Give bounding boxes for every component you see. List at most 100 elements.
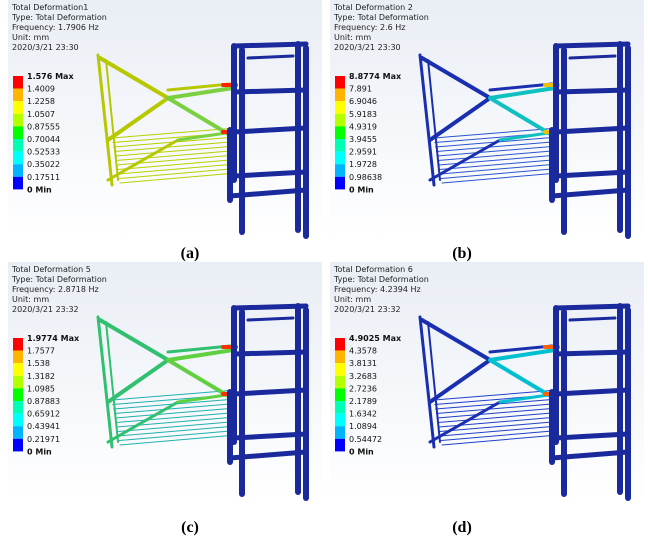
header-line: 2020/3/21 23:30: [12, 43, 79, 52]
panel-background: [8, 262, 322, 502]
legend-label: 1.576 Max: [27, 72, 74, 81]
legend-band: [13, 388, 23, 401]
header-line: Type: Total Deformation: [11, 275, 107, 284]
legend-label: 0 Min: [27, 185, 52, 194]
frame-beam: [248, 318, 293, 320]
legend-label: 4.3578: [349, 347, 377, 356]
legend-band: [335, 76, 345, 89]
legend-label: 4.9025 Max: [349, 334, 402, 343]
caption: (b): [452, 245, 472, 262]
legend-label: 1.9774 Max: [27, 334, 80, 343]
legend-band: [335, 126, 345, 139]
frame-beam: [234, 90, 306, 92]
legend-band: [13, 101, 23, 114]
header-line: Frequency: 2.8718 Hz: [12, 285, 99, 294]
legend-band: [13, 426, 23, 439]
legend-label: 0.35022: [27, 160, 60, 169]
header-line: 2020/3/21 23:30: [334, 43, 401, 52]
header-line: Unit: mm: [12, 33, 49, 42]
legend-label: 0.21971: [27, 435, 60, 444]
legend-band: [335, 426, 345, 439]
legend-label: 1.3182: [27, 372, 55, 381]
legend-band: [335, 152, 345, 165]
legend-band: [13, 164, 23, 177]
frame-beam: [570, 56, 615, 58]
panel-background: [8, 0, 322, 240]
legend-label: 0 Min: [349, 447, 374, 456]
header-line: Type: Total Deformation: [11, 13, 107, 22]
legend-label: 1.0985: [27, 384, 55, 393]
header-line: Frequency: 1.7906 Hz: [12, 23, 99, 32]
legend-label: 0.65912: [27, 410, 60, 419]
legend-label: 0.87555: [27, 122, 60, 131]
legend-band: [13, 177, 23, 190]
header-line: Type: Total Deformation: [333, 275, 429, 284]
legend-label: 0.87883: [27, 397, 60, 406]
legend-band: [335, 114, 345, 127]
legend-label: 6.9046: [349, 97, 377, 106]
legend-band: [335, 388, 345, 401]
legend-band: [335, 363, 345, 376]
legend-band: [335, 376, 345, 389]
legend-band: [13, 338, 23, 351]
legend-label: 0.70044: [27, 135, 60, 144]
legend-label: 5.9183: [349, 110, 377, 119]
legend-band: [335, 101, 345, 114]
legend-label: 3.9455: [349, 135, 377, 144]
frame-beam: [234, 44, 306, 46]
legend-band: [335, 439, 345, 452]
frame-beam: [234, 352, 306, 354]
legend-label: 2.9591: [349, 148, 377, 157]
panel: Total Deformation 5Type: Total Deformati…: [8, 262, 322, 502]
panel-background: [330, 0, 644, 240]
legend-band: [335, 351, 345, 364]
caption: (d): [452, 519, 472, 536]
legend-label: 0.52533: [27, 148, 60, 157]
frame-beam: [570, 318, 615, 320]
legend-label: 2.1789: [349, 397, 377, 406]
legend-label: 0.43941: [27, 422, 60, 431]
caption: (c): [181, 519, 199, 536]
legend-band: [13, 401, 23, 414]
legend-band: [335, 89, 345, 102]
legend-band: [13, 114, 23, 127]
legend-label: 1.0894: [349, 422, 377, 431]
header-line: Unit: mm: [334, 33, 371, 42]
legend-label: 1.4009: [27, 85, 55, 94]
legend-label: 0.98638: [349, 173, 382, 182]
legend-band: [335, 177, 345, 190]
legend-band: [13, 351, 23, 364]
frame-beam: [556, 352, 628, 354]
frame-beam: [556, 90, 628, 92]
legend-label: 3.2683: [349, 372, 377, 381]
legend-label: 1.538: [27, 359, 50, 368]
panel-background: [330, 262, 644, 502]
figure: Total Deformation1Type: Total Deformatio…: [0, 0, 648, 541]
legend-label: 3.8131: [349, 359, 377, 368]
legend-band: [335, 164, 345, 177]
header-line: 2020/3/21 23:32: [334, 305, 401, 314]
header-line: Total Deformation1: [11, 3, 88, 12]
header-line: Frequency: 2.6 Hz: [334, 23, 405, 32]
legend-band: [13, 376, 23, 389]
legend-band: [335, 139, 345, 152]
legend-band: [13, 363, 23, 376]
panel: Total Deformation1Type: Total Deformatio…: [8, 0, 322, 240]
legend-band: [13, 76, 23, 89]
panel: Total Deformation 6Type: Total Deformati…: [330, 262, 644, 502]
frame-beam: [556, 306, 628, 308]
header-line: Type: Total Deformation: [333, 13, 429, 22]
legend-label: 7.891: [349, 85, 372, 94]
header-line: Frequency: 4.2394 Hz: [334, 285, 421, 294]
legend-label: 0 Min: [27, 447, 52, 456]
legend-band: [13, 139, 23, 152]
legend-band: [13, 152, 23, 165]
legend-band: [335, 401, 345, 414]
legend-band: [13, 439, 23, 452]
frame-beam: [234, 306, 306, 308]
caption: (a): [181, 245, 200, 262]
legend-label: 1.7577: [27, 347, 55, 356]
legend-label: 1.0507: [27, 110, 55, 119]
legend-label: 1.6342: [349, 410, 377, 419]
